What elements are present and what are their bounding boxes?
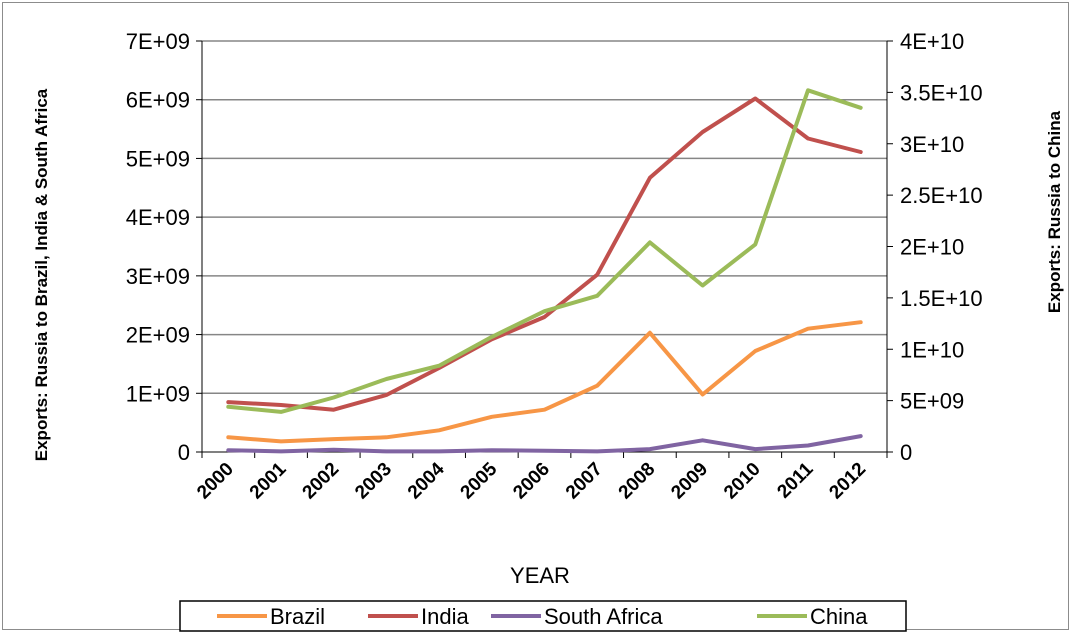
x-axis-title: YEAR (510, 563, 570, 588)
x-tick-label: 2005 (457, 458, 502, 503)
x-tick-label: 2000 (193, 459, 238, 504)
right-tick-label: 2E+10 (900, 235, 964, 260)
x-tick-label: 2010 (720, 459, 765, 504)
right-axis-title: Exports: Russia to China (1045, 110, 1064, 313)
x-tick-label: 2003 (351, 459, 396, 504)
left-tick-label: 5E+09 (126, 146, 190, 171)
left-axis-title: Exports: Russia to Brazil, India & South… (32, 88, 51, 461)
right-tick-label: 1E+10 (900, 337, 964, 362)
legend-label-china: China (810, 604, 868, 629)
left-tick-label: 6E+09 (126, 88, 190, 113)
x-tick-label: 2002 (299, 459, 344, 504)
x-tick-label: 2007 (562, 459, 607, 504)
legend-label-india: India (421, 604, 469, 629)
x-tick-label: 2012 (825, 459, 870, 504)
right-tick-label: 0 (900, 440, 912, 465)
right-tick-label: 2.5E+10 (900, 183, 983, 208)
left-tick-label: 3E+09 (126, 264, 190, 289)
x-tick-label: 2011 (773, 458, 817, 502)
x-tick-label: 2008 (615, 459, 660, 504)
x-tick-label: 2004 (404, 458, 449, 503)
right-tick-label: 1.5E+10 (900, 286, 983, 311)
right-axis-ticks: 0 5E+09 1E+10 1.5E+10 2E+10 2.5E+10 3E+10 3.5E+… (887, 29, 983, 465)
legend-label-south-africa: South Africa (544, 604, 663, 629)
left-tick-label: 4E+09 (126, 205, 190, 230)
x-tick-label: 2009 (667, 459, 712, 504)
x-tick-label: 2001 (246, 458, 291, 503)
right-tick-label: 4E+10 (900, 29, 964, 54)
left-tick-label: 7E+09 (126, 29, 190, 54)
series-line-brazil (228, 322, 860, 441)
x-tick-label: 2006 (509, 459, 554, 504)
legend-label-brazil: Brazil (270, 604, 325, 629)
left-tick-label: 2E+09 (126, 323, 190, 348)
left-tick-label: 1E+09 (126, 381, 190, 406)
series-line-china (228, 90, 860, 412)
left-tick-label: 0 (178, 440, 190, 465)
right-tick-label: 3E+10 (900, 132, 964, 157)
left-axis-ticks: 0 1E+09 2E+09 3E+09 4E+09 5E+09 6E+09 7E+09 (126, 29, 202, 465)
right-tick-label: 3.5E+10 (900, 80, 983, 105)
x-axis-ticks: 2000 2001 2002 2003 2004 2005 2006 2007 2008 2009… (193, 452, 887, 503)
right-tick-label: 5E+09 (900, 389, 964, 414)
series-line-india (228, 99, 860, 410)
axes (202, 41, 887, 452)
series-lines (228, 90, 860, 451)
